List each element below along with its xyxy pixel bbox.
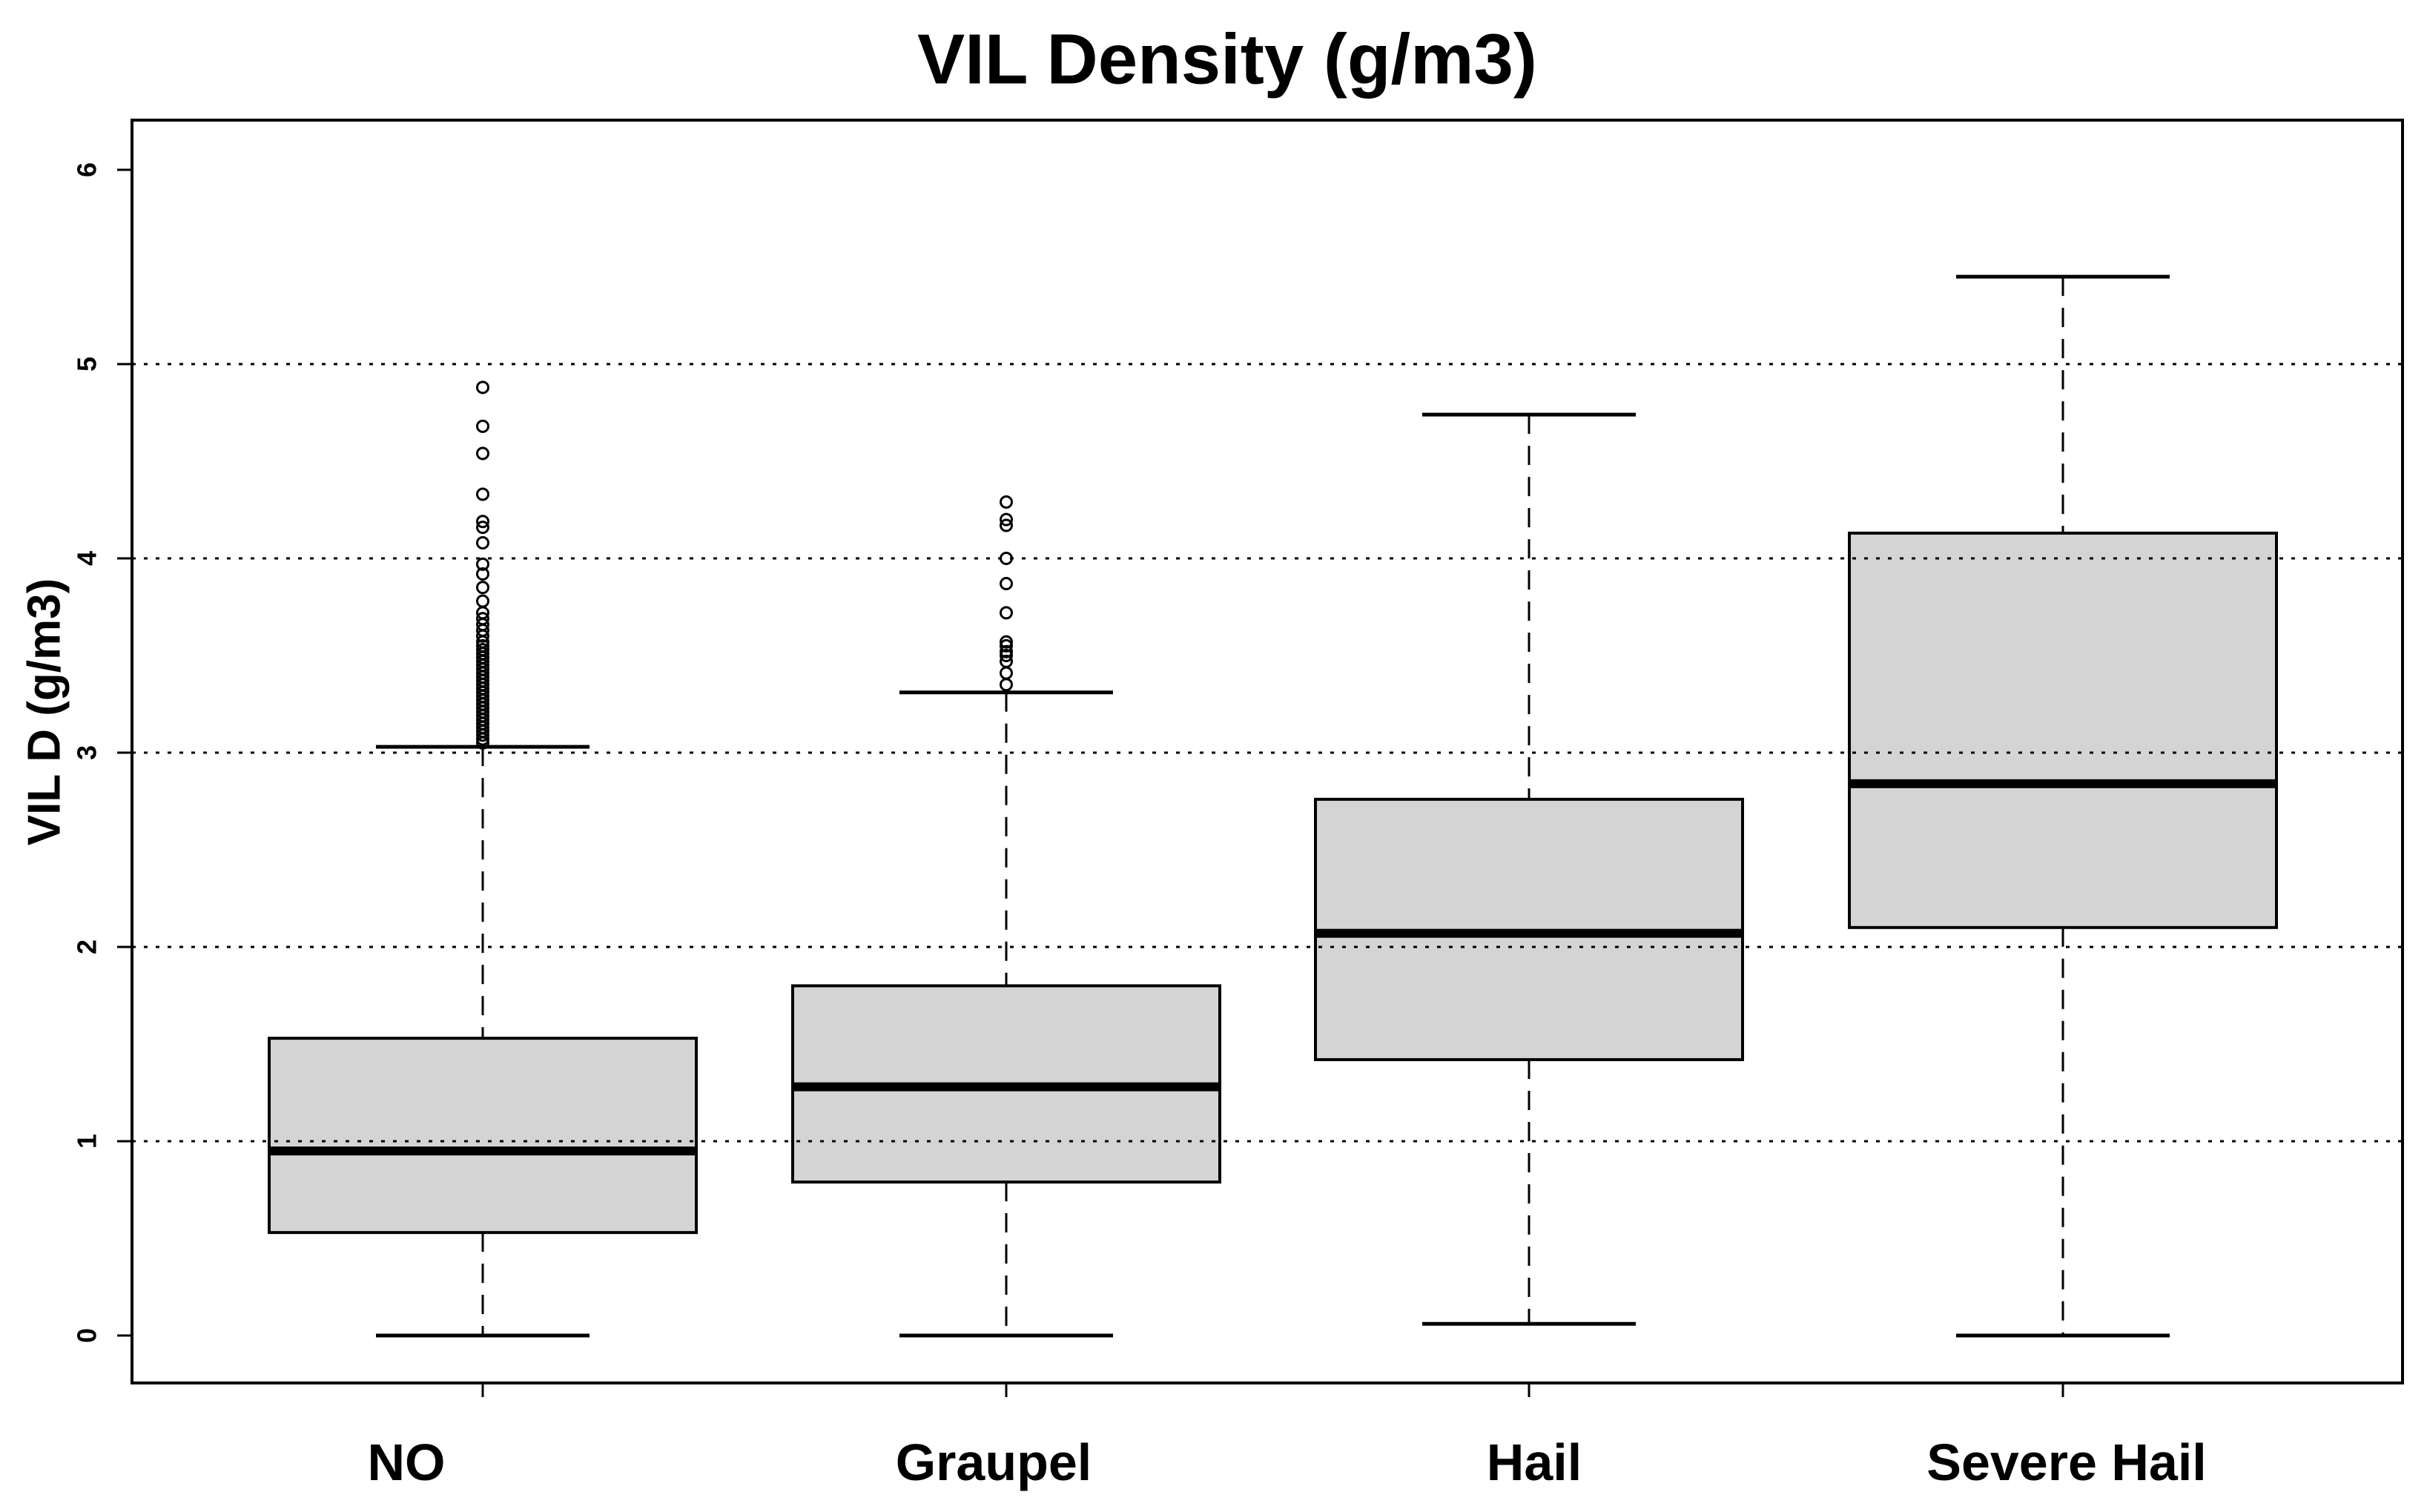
y-tick-label-6: 6 bbox=[72, 162, 102, 177]
outlier-point-0-30 bbox=[476, 612, 489, 626]
outlier-point-1-2 bbox=[1000, 654, 1013, 668]
outlier-point-1-8 bbox=[1000, 577, 1013, 591]
y-axis-label: VIL D (g/m3) bbox=[19, 578, 70, 846]
y-tick-label-5: 5 bbox=[72, 357, 102, 372]
outlier-point-0-32 bbox=[476, 594, 489, 608]
outlier-point-0-33 bbox=[476, 581, 489, 595]
outlier-point-0-38 bbox=[476, 515, 489, 529]
outlier-point-0-39 bbox=[476, 487, 489, 501]
outlier-point-1-3 bbox=[1000, 649, 1013, 662]
outlier-point-0-24 bbox=[476, 643, 489, 657]
outlier-point-0-41 bbox=[476, 419, 489, 433]
y-tick-label-2: 2 bbox=[72, 940, 102, 954]
outlier-point-0-37 bbox=[476, 521, 489, 535]
outlier-point-1-5 bbox=[1000, 638, 1013, 653]
outlier-point-1-0 bbox=[1000, 678, 1013, 692]
x-category-label-0: NO bbox=[368, 1433, 446, 1491]
box-0 bbox=[268, 1037, 698, 1235]
y-tick-label-3: 3 bbox=[72, 745, 102, 760]
x-category-label-2: Hail bbox=[1487, 1433, 1582, 1491]
outlier-point-1-12 bbox=[1000, 495, 1013, 509]
box-3 bbox=[1848, 531, 2278, 929]
chart-title: VIL Density (g/m3) bbox=[917, 20, 1537, 99]
outlier-point-1-11 bbox=[1000, 512, 1013, 526]
y-tick-label-1: 1 bbox=[72, 1134, 102, 1149]
outlier-point-1-10 bbox=[1000, 518, 1013, 532]
outlier-point-1-9 bbox=[1000, 552, 1013, 565]
outlier-point-0-34 bbox=[476, 567, 489, 581]
outlier-point-0-35 bbox=[476, 557, 489, 571]
x-category-label-3: Severe Hail bbox=[1926, 1433, 2206, 1491]
plot-area: 0 1 2 3 4 5 6 NO Graupel Hail Severe Hail bbox=[72, 119, 2404, 1491]
outlier-point-0-42 bbox=[476, 380, 489, 394]
y-tick-label-0: 0 bbox=[72, 1328, 102, 1343]
outlier-point-1-7 bbox=[1000, 606, 1013, 620]
outlier-point-0-36 bbox=[476, 536, 489, 550]
outlier-point-1-6 bbox=[1000, 635, 1013, 649]
outlier-point-0-40 bbox=[476, 446, 489, 460]
outlier-point-1-1 bbox=[1000, 666, 1013, 680]
x-category-label-1: Graupel bbox=[896, 1433, 1092, 1491]
y-tick-label-4: 4 bbox=[72, 551, 102, 566]
outlier-point-1-4 bbox=[1000, 644, 1013, 658]
outlier-point-0-25 bbox=[476, 638, 489, 653]
